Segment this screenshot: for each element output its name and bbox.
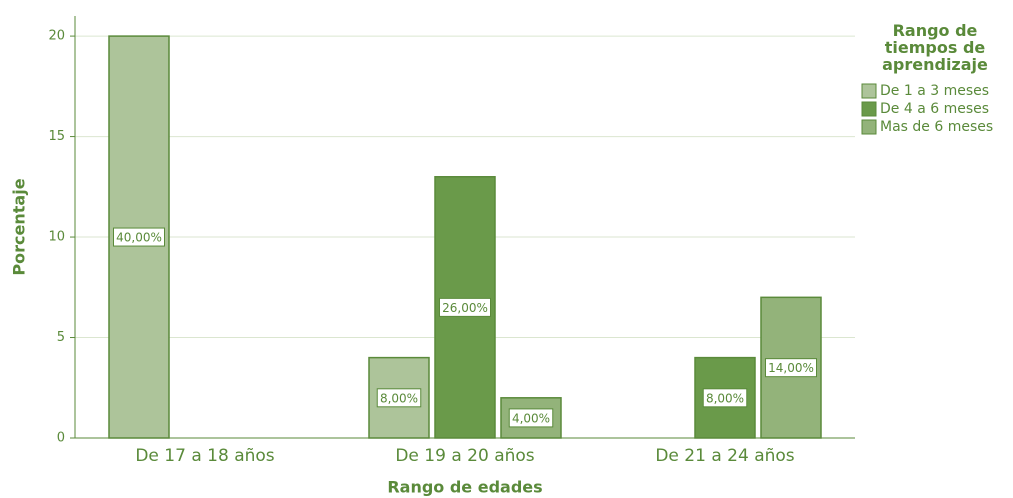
data-label-box	[765, 358, 817, 378]
data-label: 8,00%	[706, 391, 744, 405]
legend-label: De 4 a 6 meses	[880, 101, 989, 117]
y-axis-title: Porcentaje	[10, 178, 29, 275]
legend-label: De 1 a 3 meses	[880, 83, 989, 99]
data-label: 40,00%	[116, 231, 162, 245]
x-axis-title: Rango de edades	[387, 478, 542, 497]
legend-swatch	[861, 119, 877, 135]
data-label-box	[439, 297, 491, 317]
y-tick-label: 15	[48, 129, 65, 144]
x-tick-label: De 21 a 24 años	[655, 446, 794, 466]
x-tick-label: De 17 a 18 años	[135, 446, 274, 466]
y-tick-label: 10	[48, 230, 65, 245]
x-tick-label: De 19 a 20 años	[395, 446, 534, 466]
data-label-box	[376, 388, 422, 408]
data-label-box	[702, 388, 748, 408]
data-label: 4,00%	[512, 411, 550, 425]
legend-swatch	[861, 83, 877, 99]
data-label: 8,00%	[380, 391, 418, 405]
legend-title: Rango de tiempos de aprendizaje	[882, 21, 988, 74]
data-label-box	[508, 408, 554, 428]
data-label: 14,00%	[768, 361, 814, 375]
data-label: 26,00%	[442, 301, 488, 315]
legend-label: Mas de 6 meses	[880, 119, 993, 135]
y-tick-label: 20	[48, 29, 65, 44]
legend-swatch	[861, 101, 877, 117]
y-tick-label: 0	[57, 431, 65, 446]
y-tick-label: 5	[57, 330, 65, 345]
data-label-box	[113, 227, 165, 247]
